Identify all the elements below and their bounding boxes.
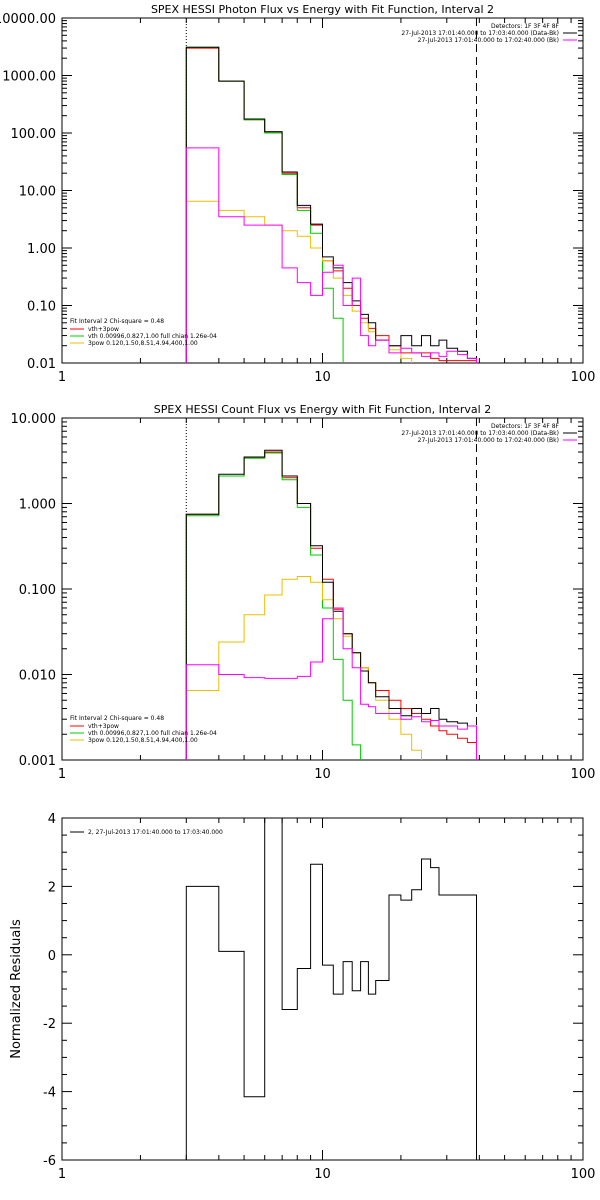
y-tick-label: -4 [43,1086,56,1101]
y-tick-label: 0.001 [19,754,56,769]
series-line-0 [185,451,477,760]
residual-legend-label: 2, 27-Jul-2013 17:01:40.000 to 17:03:40.… [88,829,223,836]
y-tick-label: 2 [48,880,56,895]
y-tick-label: 1000.00 [2,70,56,85]
x-tick-label: 10 [314,370,331,385]
header-line: Detectors: 1F 3F 4F 8F [491,23,560,30]
fit-legend-label: vth+3pow [88,723,119,730]
series-line-4 [185,607,477,760]
plot-frame [61,17,584,364]
y-tick-label: 0.010 [19,669,56,684]
residuals-panel: 1 10 100 -6 -4 -2 0 2 4 Normalized Residuals 2, 27… [9,812,596,1182]
y-tick-label: 10000.00 [0,12,56,27]
x-tick-label: 10 [314,1167,331,1182]
series-line-0 [185,818,477,1160]
x-tick-label: 100 [571,370,596,385]
header-line: 27-Jul-2013 17:01:40.000 to 17:02:40.000… [418,37,559,44]
fit-legend-label: vth 0.00996,0.827,1.00 full chian 1.26e-… [88,333,217,340]
x-tick-label: 100 [571,767,596,782]
fit-legend-label: vth+3pow [88,326,119,333]
header-line: 27-Jul-2013 17:01:40.000 to 17:03:40.000… [401,430,559,437]
x-tick-label: 10 [314,767,331,782]
y-tick-label: 10.00 [19,185,56,200]
series-line-1 [185,452,362,760]
y-tick-label: 1.00 [27,242,56,257]
plot-area [185,46,477,363]
fit-legend-label: vth 0.00996,0.827,1.00 full chian 1.26e-… [88,730,217,737]
series-line-1 [185,46,344,363]
header-line: Detectors: 1F 3F 4F 8F [491,423,560,430]
y-tick-label: 4 [48,812,56,827]
series-line-4 [185,147,477,363]
series-line-3 [185,449,477,760]
plot-area [185,449,477,760]
header-line: 27-Jul-2013 17:01:40.000 to 17:02:40.000… [418,437,559,444]
series-line-3 [185,46,477,363]
header-line: 27-Jul-2013 17:01:40.000 to 17:03:40.000… [401,30,559,37]
series-line-2 [185,576,422,760]
y-tick-label: 0.100 [19,583,56,598]
plot-area [185,818,477,1160]
chart-title: SPEX HESSI Count Flux vs Energy with Fit… [154,403,491,416]
chart-title: SPEX HESSI Photon Flux vs Energy with Fi… [151,3,494,16]
fit-legend-label: 3pow 0.120,1.50,8.51,4.94,400,1.00 [88,340,198,347]
fit-header: Fit Interval 2 Chi-square = 0.48 [70,715,164,722]
series-line-0 [185,47,477,363]
y-tick-label: 0 [48,949,56,964]
x-tick-label: 1 [58,767,66,782]
y-tick-label: 100.00 [11,127,57,142]
y-axis-label: Normalized Residuals [9,919,24,1059]
y-tick-label: 10.000 [11,412,57,427]
y-tick-label: 0.01 [27,357,56,372]
y-tick-label: 1.000 [19,498,56,513]
y-tick-label: 0.10 [27,300,56,315]
y-tick-label: -2 [43,1017,56,1032]
x-tick-label: 1 [58,1167,66,1182]
series-line-2 [185,200,413,363]
fit-header: Fit Interval 2 Chi-square = 0.48 [70,318,164,325]
x-tick-label: 100 [571,1167,596,1182]
photon-flux-panel: SPEX HESSI Photon Flux vs Energy with Fi… [0,3,596,385]
fit-legend-label: 3pow 0.120,1.50,8.51,4.94,400,1.00 [88,737,198,744]
count-flux-panel: SPEX HESSI Count Flux vs Energy with Fit… [11,403,596,782]
x-tick-label: 1 [58,370,66,385]
y-tick-label: -6 [43,1154,56,1169]
